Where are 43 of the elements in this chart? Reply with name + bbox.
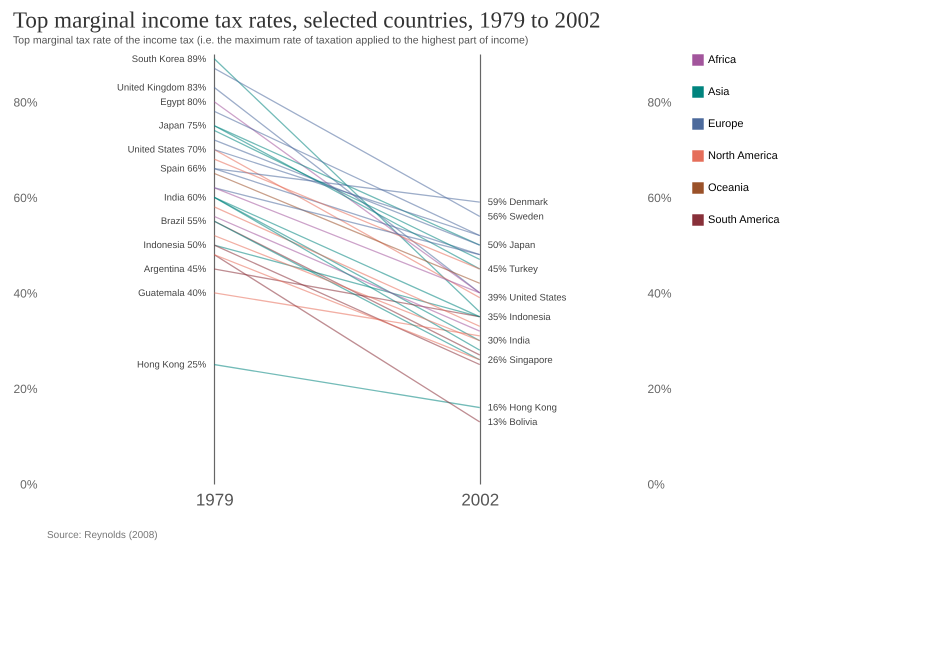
chart-subtitle: Top marginal tax rate of the income tax (i.e. the maximum rate of taxation applied to the highest part of income)	[12, 34, 528, 46]
chart-title: Top marginal income tax rates, selected countries, 1979 to 2002	[12, 7, 600, 32]
text: 39% United States	[488, 292, 566, 304]
y2-tick-label: 80%	[648, 95, 672, 110]
text: Argentina 45%	[144, 264, 206, 275]
text: United States 70%	[128, 144, 206, 156]
text: Japan 75%	[158, 120, 206, 132]
text: Egypt 80%	[160, 96, 206, 108]
text: 45% Turkey	[488, 264, 538, 275]
y-tick-label: 0%	[20, 478, 38, 492]
text: 26% Singapore	[488, 354, 553, 366]
text: United Kingdom 83%	[117, 82, 206, 94]
text: 16% Hong Kong	[488, 402, 557, 414]
y-tick-label: 20%	[13, 382, 38, 396]
legend-label: North America	[708, 150, 779, 162]
y-tick-label: 80%	[13, 95, 38, 110]
text: Indonesia 50%	[143, 240, 206, 252]
text: Brazil 55%	[160, 216, 206, 228]
text: Spain 66%	[160, 164, 206, 175]
legend-label: Asia	[708, 86, 730, 98]
text: India 60%	[164, 192, 206, 204]
y2-tick-label: 20%	[648, 382, 672, 396]
legend-label: Africa	[708, 54, 737, 66]
text: 59% Denmark	[488, 197, 548, 208]
text: 56% Sweden	[488, 211, 544, 222]
text: Guatemala 40%	[138, 288, 206, 299]
source-note: Source: Reynolds (2008)	[47, 530, 158, 541]
y-tick-label: 40%	[13, 286, 38, 300]
legend-label: Oceania	[708, 182, 750, 194]
text: 50% Japan	[488, 240, 536, 252]
text: Hong Kong 25%	[137, 360, 206, 371]
text: 30% India	[488, 336, 530, 347]
x-tick-label: 2002	[461, 490, 500, 510]
y2-tick-label: 60%	[648, 190, 672, 205]
y2-tick-label: 0%	[648, 478, 666, 492]
x-tick-label: 1979	[196, 490, 234, 510]
y-tick-label: 60%	[13, 190, 38, 205]
text: South Korea 89%	[132, 54, 206, 65]
legend-label: Europe	[708, 118, 744, 130]
legend-label: South America	[708, 214, 780, 226]
y2-tick-label: 40%	[648, 286, 672, 300]
text: 35% Indonesia	[488, 312, 551, 323]
text: 13% Bolivia	[488, 416, 538, 428]
